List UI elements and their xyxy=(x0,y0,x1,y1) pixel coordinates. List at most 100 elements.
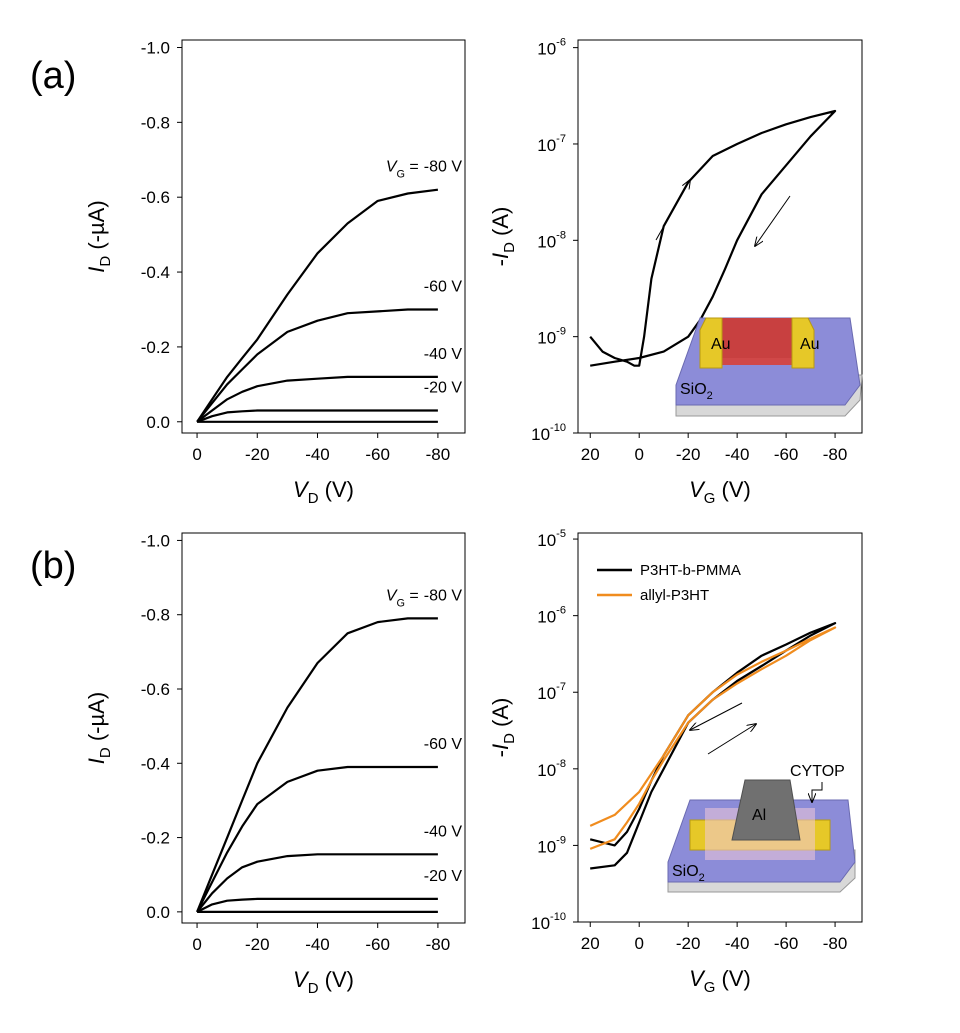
y-tick-label-part: -7 xyxy=(556,133,566,145)
y-tick-label-part: -8 xyxy=(556,758,566,770)
y-tick-label-part: 10 xyxy=(537,232,556,251)
y-tick-label: 10-7 xyxy=(537,133,566,155)
inset-label: CYTOP xyxy=(790,763,845,780)
y-tick-label: 10-10 xyxy=(531,422,566,444)
x-tick-label: -40 xyxy=(305,935,330,954)
x-tick-label: -80 xyxy=(426,445,451,464)
series-line xyxy=(196,409,438,423)
inset-label-part: 2 xyxy=(699,872,705,884)
y-axis-label-part: I xyxy=(488,253,513,259)
x-axis-label-part: V xyxy=(293,477,310,502)
y-tick-label: 10-9 xyxy=(537,834,566,856)
inset-label: SiO2 xyxy=(680,381,713,402)
x-axis-label-part: (V) xyxy=(319,477,354,502)
y-tick-label-part: 10 xyxy=(537,531,556,550)
inset-label: Au xyxy=(711,336,731,353)
x-axis-label-part: V xyxy=(293,967,310,992)
series-line xyxy=(196,617,438,913)
y-tick-label-part: -6 xyxy=(556,37,566,49)
x-tick-label: -20 xyxy=(676,445,701,464)
x-axis-label-part: G xyxy=(704,490,716,507)
device-inset: Al CYTOP SiO2 xyxy=(667,763,856,893)
y-tick-label: 10-10 xyxy=(531,911,566,933)
series-label: VG = -80 V xyxy=(386,159,463,181)
plot-frame xyxy=(577,532,863,923)
x-tick-label: 0 xyxy=(192,445,201,464)
inset-label: Au xyxy=(800,336,820,353)
y-axis-label-part: (A) xyxy=(488,698,513,733)
y-tick-label-part: 10 xyxy=(537,761,556,780)
panel-label: (b) xyxy=(30,545,76,587)
series-label-part: = xyxy=(405,587,419,604)
x-axis-label-part: (V) xyxy=(715,477,750,502)
x-axis-label: VD (V) xyxy=(293,967,354,997)
y-tick-label-part: -6 xyxy=(556,605,566,617)
x-tick-label: -20 xyxy=(245,445,270,464)
y-tick-label-part: 10 xyxy=(531,425,550,444)
y-tick-label-part: 10 xyxy=(537,329,556,348)
y-tick-label: -0.2 xyxy=(141,829,170,848)
series-label: VG = -80 V xyxy=(386,587,463,609)
series-label: -40 V xyxy=(424,823,463,840)
y-tick-label-part: 10 xyxy=(537,136,556,155)
x-tick-label: -20 xyxy=(245,935,270,954)
x-axis-label-part: D xyxy=(308,490,319,507)
x-axis-label-part: (V) xyxy=(319,967,354,992)
series-label: -60 V xyxy=(424,278,463,295)
series-line xyxy=(196,853,438,913)
y-axis-label-part: D xyxy=(501,242,518,253)
x-tick-label: -60 xyxy=(365,935,390,954)
y-axis-label-part: D xyxy=(97,747,114,758)
y-tick-label-part: 10 xyxy=(537,684,556,703)
x-tick-label: -60 xyxy=(365,445,390,464)
callout xyxy=(812,782,823,802)
y-axis-label-part: I xyxy=(84,267,109,273)
y-tick-label-part: -7 xyxy=(556,681,566,693)
y-tick-label: 0.0 xyxy=(146,413,170,432)
y-axis-label: ID (-µA) xyxy=(84,692,114,764)
y-axis-label-part: D xyxy=(97,256,114,267)
x-tick-label: 0 xyxy=(634,934,643,953)
inset-label: SiO2 xyxy=(672,863,705,884)
x-tick-label: 0 xyxy=(634,445,643,464)
y-tick-label: -0.6 xyxy=(141,680,170,699)
x-axis-label-part: V xyxy=(689,966,706,991)
x-tick-label: 20 xyxy=(581,934,600,953)
series-label-part: V xyxy=(386,159,398,176)
overlay: Au Au SiO2 Al CYTOP SiO2 xyxy=(655,180,863,893)
series-label: -20 V xyxy=(424,380,463,397)
y-tick-label-part: -10 xyxy=(550,911,566,923)
series-label: -60 V xyxy=(424,736,463,753)
y-axis-label-part: I xyxy=(84,758,109,764)
y-axis-label-part: - xyxy=(488,750,513,757)
inset-label: Al xyxy=(752,807,766,824)
series-label-part: -80 V xyxy=(424,159,463,176)
device-inset: Au Au SiO2 xyxy=(675,317,863,417)
y-axis-label-part: (A) xyxy=(488,207,513,242)
series-label-part: V xyxy=(386,587,398,604)
arrow xyxy=(690,702,743,730)
x-tick-label: -80 xyxy=(426,935,451,954)
y-tick-label: -0.4 xyxy=(141,263,170,282)
y-tick-label: -1.0 xyxy=(141,38,170,57)
series-label-part: = xyxy=(405,159,419,176)
x-tick-label: -40 xyxy=(725,445,750,464)
x-tick-label: -60 xyxy=(774,445,799,464)
y-tick-label: 10-6 xyxy=(537,605,566,627)
y-tick-label: -1.0 xyxy=(141,531,170,550)
series-line xyxy=(196,897,438,913)
y-tick-label-part: 10 xyxy=(537,608,556,627)
plot-frame xyxy=(181,532,466,924)
y-tick-label: -0.2 xyxy=(141,338,170,357)
series-line xyxy=(196,765,438,913)
series-label-part: G xyxy=(396,169,404,181)
arrow xyxy=(707,724,756,755)
x-axis-label: VD (V) xyxy=(293,477,354,507)
y-axis-label-part: - xyxy=(488,259,513,266)
x-axis-label: VG (V) xyxy=(689,966,751,996)
inset-label-part: 2 xyxy=(707,390,713,402)
arrow xyxy=(755,195,791,246)
x-tick-label: -20 xyxy=(676,934,701,953)
y-tick-label: 10-5 xyxy=(537,528,566,550)
